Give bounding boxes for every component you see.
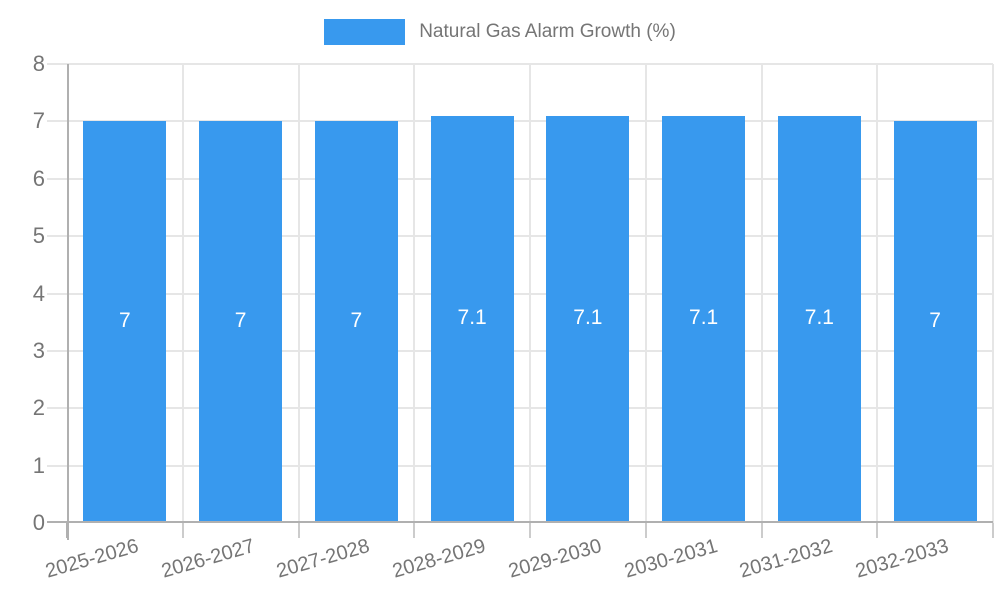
- x-axis-tick: [760, 523, 763, 538]
- gridline-vertical: [529, 64, 531, 523]
- bar-2026-2027[interactable]: [199, 121, 283, 523]
- legend-label: Natural Gas Alarm Growth (%): [419, 21, 676, 42]
- bar-value-label: 7.1: [689, 306, 719, 330]
- x-axis-tick: [529, 523, 531, 538]
- gridline-horizontal: [47, 235, 993, 238]
- y-tick-label: 5: [32, 223, 45, 249]
- x-axis-tick: [876, 523, 879, 538]
- bar-2025-2026[interactable]: [83, 121, 167, 523]
- bar-value-label: 7.1: [457, 306, 487, 330]
- gridline-vertical: [876, 64, 879, 523]
- bar-value-label: 7.1: [804, 306, 834, 330]
- bar-value-label: 7.1: [573, 306, 603, 330]
- x-axis-tick: [297, 523, 300, 538]
- gridline-horizontal: [47, 63, 993, 65]
- gridline-vertical: [644, 64, 647, 523]
- y-tick-label: 8: [32, 51, 45, 76]
- gridline-horizontal: [47, 464, 993, 467]
- bar-2030-2031[interactable]: [662, 115, 746, 523]
- plot-area: 7 7 7 7.1 7.1 7.1 7.1 7: [47, 63, 994, 540]
- gridline-vertical: [992, 64, 994, 523]
- gridline-horizontal: [47, 407, 993, 410]
- bar-value-label: 7: [929, 309, 941, 333]
- gridline-vertical: [760, 64, 763, 523]
- y-tick-label: 7: [32, 108, 45, 134]
- bar-value-label: 7: [119, 309, 131, 333]
- y-tick-label: 3: [32, 337, 45, 363]
- chart-legend[interactable]: Natural Gas Alarm Growth (%): [0, 18, 1000, 46]
- gridline-vertical: [181, 64, 184, 523]
- x-axis-tick: [644, 523, 647, 538]
- bar-value-label: 7: [234, 309, 247, 333]
- x-axis-tick: [992, 523, 994, 538]
- x-axis-tick: [413, 523, 416, 538]
- y-axis: 0 1 2 3 4 5 6 7 8: [0, 51, 45, 535]
- y-tick-label: 1: [32, 452, 45, 478]
- gridline-horizontal: [47, 120, 993, 123]
- gridline-vertical: [297, 64, 300, 523]
- gridline-horizontal: [47, 292, 993, 295]
- bar-2031-2032[interactable]: [777, 115, 861, 523]
- y-axis-line: [67, 64, 69, 540]
- y-tick-label: 0: [32, 510, 45, 535]
- x-axis-baseline: [47, 521, 993, 523]
- gridline-vertical: [413, 64, 416, 523]
- gridline-horizontal: [47, 177, 993, 180]
- legend-swatch-icon: [324, 19, 406, 45]
- y-tick-label: 4: [32, 280, 45, 306]
- bar-2027-2028[interactable]: [314, 121, 398, 523]
- bar-2028-2029[interactable]: [430, 115, 514, 523]
- bar-2032-2033[interactable]: [893, 121, 977, 523]
- gridline-horizontal: [47, 349, 993, 352]
- x-axis-tick: [181, 523, 184, 538]
- bar-value-label: 7: [350, 309, 363, 333]
- y-tick-label: 2: [32, 395, 45, 421]
- y-tick-label: 6: [32, 165, 45, 191]
- bar-2029-2030[interactable]: [546, 115, 630, 523]
